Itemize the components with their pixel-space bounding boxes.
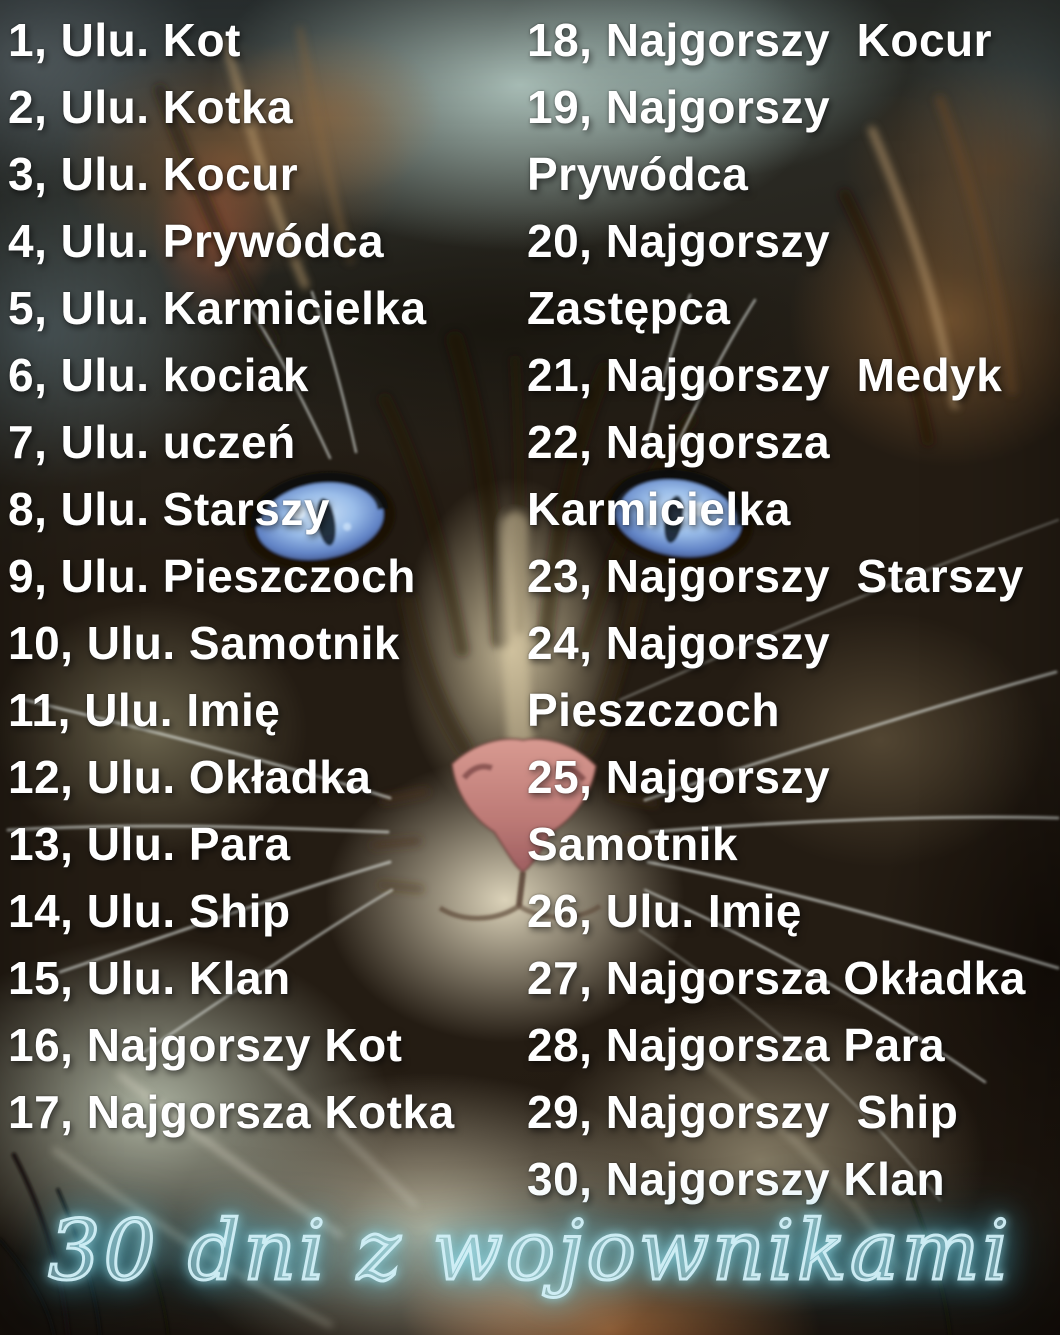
poster-title: 30 dni z wojownikami	[47, 1203, 1012, 1301]
list-item: 3, Ulu. Kocur	[8, 148, 299, 200]
list-item: 1, Ulu. Kot	[8, 14, 241, 66]
list-item: 28, Najgorsza Para	[527, 1019, 946, 1071]
list-item: 7, Ulu. uczeń	[8, 416, 296, 468]
day-list-right: 18, Najgorszy Kocur 19, Najgorszy Prywódc…	[527, 7, 1060, 1213]
list-item: 15, Ulu. Klan	[8, 952, 291, 1004]
day-list-left: 1, Ulu. Kot 2, Ulu. Kotka 3, Ulu. Kocur 4, …	[8, 7, 523, 1146]
list-item: 23, Najgorszy Starszy	[527, 550, 1024, 602]
list-item: 24, Najgorszy Pieszczoch	[527, 617, 831, 736]
list-item: 17, Najgorsza Kotka	[8, 1086, 455, 1138]
list-item: 2, Ulu. Kotka	[8, 81, 294, 133]
list-item: 11, Ulu. Imię	[8, 684, 281, 736]
list-item: 16, Najgorszy Kot	[8, 1019, 403, 1071]
list-item: 8, Ulu. Starszy	[8, 483, 330, 535]
list-item: 22, Najgorsza Karmicielka	[527, 416, 831, 535]
right-eye	[602, 468, 754, 567]
list-item: 14, Ulu. Ship	[8, 885, 291, 937]
list-item: 25, Najgorszy Samotnik	[527, 751, 831, 870]
branch-silhouettes	[0, 1152, 952, 1335]
list-item: 9, Ulu. Pieszczoch	[8, 550, 416, 602]
list-item: 26, Ulu. Imię	[527, 885, 802, 937]
left-eye	[244, 471, 396, 570]
list-item: 29, Najgorszy Ship	[527, 1086, 959, 1138]
list-item: 13, Ulu. Para	[8, 818, 291, 870]
list-item: 21, Najgorszy Medyk	[527, 349, 1003, 401]
list-item: 30, Najgorszy Klan	[527, 1153, 946, 1205]
list-item: 4, Ulu. Prywódca	[8, 215, 385, 267]
list-item: 27, Najgorsza Okładka	[527, 952, 1026, 1004]
whiskers	[6, 290, 1060, 1202]
list-item: 20, Najgorszy Zastępca	[527, 215, 831, 334]
list-item: 10, Ulu. Samotnik	[8, 617, 400, 669]
list-item: 19, Najgorszy Prywódca	[527, 81, 831, 200]
list-item: 18, Najgorszy Kocur	[527, 14, 993, 66]
list-item: 5, Ulu. Karmicielka	[8, 282, 427, 334]
list-item: 6, Ulu. kociak	[8, 349, 310, 401]
fur-stripes	[52, 26, 1017, 1328]
list-item: 12, Ulu. Okładka	[8, 751, 372, 803]
nose	[438, 737, 602, 921]
